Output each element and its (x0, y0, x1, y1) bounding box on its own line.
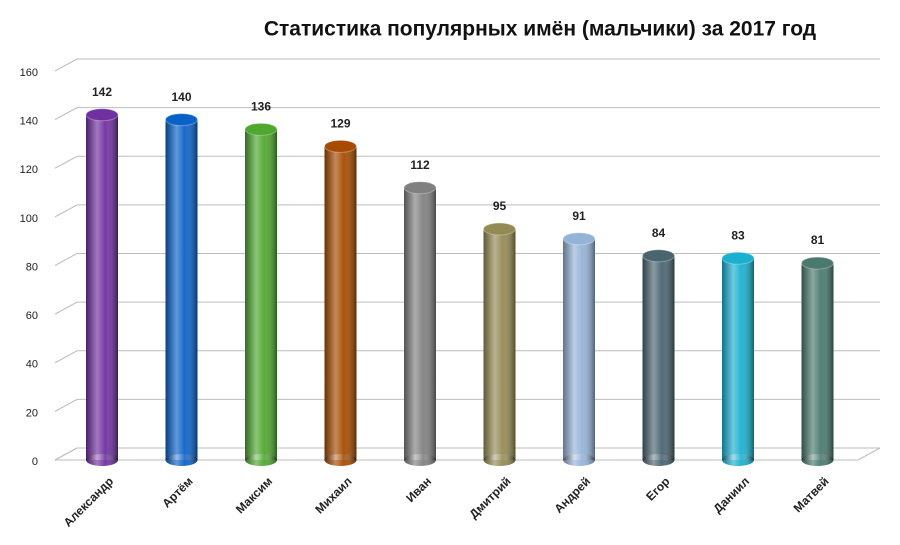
bar-base-shade (404, 454, 436, 466)
bar-shade (404, 187, 436, 460)
value-label: 83 (731, 228, 745, 242)
grid-line (54, 253, 880, 266)
value-label: 140 (171, 90, 191, 104)
y-tick-label: 100 (20, 213, 38, 225)
y-tick-label: 0 (32, 456, 38, 468)
y-tick-label: 120 (20, 164, 38, 176)
grid-line (54, 204, 880, 218)
bar-base-shade (722, 454, 754, 466)
bar-base-shade (563, 454, 595, 466)
bar-top (244, 122, 278, 136)
x-tick-label: Дмитрий (466, 474, 513, 521)
grid-line (54, 301, 880, 315)
bar-top (483, 222, 516, 236)
grid-line (54, 155, 880, 169)
x-tick-label: Артём (159, 474, 195, 510)
bar-shade (563, 238, 595, 460)
bar-top (721, 251, 755, 265)
bar-shade (86, 114, 118, 460)
bar-shade (245, 129, 277, 460)
value-label: 112 (410, 158, 430, 172)
bar-base-shade (86, 454, 118, 466)
y-tick-label: 60 (26, 310, 38, 322)
value-label: 129 (330, 117, 350, 131)
bar-top (324, 139, 357, 153)
bar-top (403, 181, 437, 195)
y-tick-label: 160 (20, 67, 38, 79)
y-tick-label: 140 (20, 116, 38, 128)
bar-top (165, 113, 198, 127)
x-tick-label: Иван (403, 474, 434, 505)
bar-shade (801, 263, 834, 460)
x-tick-label: Матвей (791, 474, 832, 515)
grid-line (54, 350, 880, 364)
bar-shade (722, 258, 754, 460)
bar-base-shade (483, 454, 516, 466)
y-tick-label: 40 (26, 359, 38, 371)
value-label: 81 (811, 233, 825, 247)
x-tick-label: Андрей (551, 474, 593, 516)
value-label: 95 (493, 199, 507, 213)
bar-base-shade (642, 454, 675, 466)
bar-top (85, 108, 119, 122)
bar-shade (165, 119, 198, 460)
bar-top (801, 256, 834, 270)
y-tick-label: 80 (26, 261, 38, 273)
bar-base-shade (245, 454, 277, 466)
bar-base-shade (801, 454, 834, 466)
x-tick-label: Михаил (312, 474, 354, 516)
bar-base-shade (165, 454, 198, 466)
x-tick-label: Егор (643, 474, 672, 503)
bar-shade (324, 146, 357, 460)
value-label: 91 (572, 209, 586, 223)
value-label: 142 (92, 85, 112, 99)
y-tick-label: 20 (26, 407, 38, 419)
bar-shade (642, 255, 675, 460)
x-tick-label: Даниил (711, 474, 753, 516)
value-label: 136 (251, 100, 271, 114)
bar-base-shade (324, 454, 357, 466)
bar-top (562, 232, 596, 246)
grid-line (54, 58, 880, 72)
chart-title: Статистика популярных имён (мальчики) за… (264, 18, 816, 41)
grid-line (54, 398, 880, 412)
grid-line (54, 107, 880, 121)
value-label: 84 (652, 226, 666, 240)
x-tick-label: Максим (233, 474, 275, 516)
x-tick-label: Александр (61, 474, 116, 529)
bar-shade (483, 229, 516, 460)
bar-top (642, 249, 675, 263)
